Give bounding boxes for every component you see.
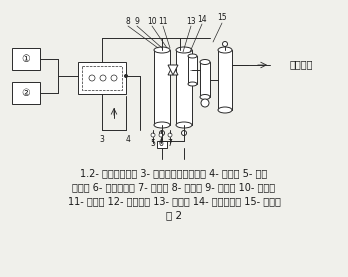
Circle shape [222, 42, 228, 47]
Text: 至用户点: 至用户点 [290, 59, 314, 69]
Text: ①: ① [22, 54, 30, 64]
Circle shape [151, 133, 155, 137]
Circle shape [159, 133, 163, 137]
Bar [218, 50, 232, 110]
Ellipse shape [176, 47, 192, 53]
Bar [12, 82, 40, 104]
Bar [200, 62, 210, 97]
Ellipse shape [154, 122, 170, 128]
Bar [157, 141, 167, 148]
Bar [12, 48, 40, 70]
Circle shape [201, 99, 209, 107]
Circle shape [182, 130, 187, 135]
Circle shape [125, 75, 127, 78]
Ellipse shape [188, 54, 197, 58]
Circle shape [100, 75, 106, 81]
Bar [154, 50, 170, 125]
Ellipse shape [200, 94, 210, 99]
Text: 14: 14 [197, 14, 207, 24]
Ellipse shape [218, 47, 232, 53]
Bar [78, 62, 126, 94]
Circle shape [89, 75, 95, 81]
Text: ②: ② [22, 88, 30, 98]
Bar [188, 56, 197, 84]
Text: 5: 5 [151, 138, 156, 147]
Text: 6: 6 [159, 138, 164, 147]
Ellipse shape [200, 60, 210, 65]
Text: 9: 9 [135, 17, 140, 27]
Text: 11: 11 [158, 17, 168, 27]
Text: 7: 7 [168, 138, 173, 147]
Bar [176, 50, 192, 125]
Bar [82, 66, 122, 90]
Ellipse shape [154, 47, 170, 53]
Text: 10: 10 [147, 17, 157, 27]
Ellipse shape [188, 82, 197, 86]
Ellipse shape [218, 107, 232, 113]
Text: 11- 调节阀 12- 节流孔板 13- 加热器 14- 除尘过滤器 15- 储气罐: 11- 调节阀 12- 节流孔板 13- 加热器 14- 除尘过滤器 15- 储… [68, 196, 280, 206]
Text: 3: 3 [100, 135, 104, 145]
Text: 13: 13 [186, 17, 196, 27]
Text: 过滤器 6- 除油过滤器 7- 切换阀 8- 吸附塔 9- 消音器 10- 止回阀: 过滤器 6- 除油过滤器 7- 切换阀 8- 吸附塔 9- 消音器 10- 止回… [72, 182, 276, 192]
Polygon shape [168, 65, 178, 75]
Text: 8: 8 [126, 17, 130, 27]
Polygon shape [168, 65, 178, 75]
Circle shape [111, 75, 117, 81]
Text: 1.2- 螺杆式空压机 3- 双联除水除油过滤器 4- 冷却器 5- 除水: 1.2- 螺杆式空压机 3- 双联除水除油过滤器 4- 冷却器 5- 除水 [80, 168, 268, 178]
Ellipse shape [176, 122, 192, 128]
Text: 图 2: 图 2 [166, 210, 182, 220]
Text: 15: 15 [217, 14, 227, 22]
Circle shape [168, 133, 172, 137]
Circle shape [159, 130, 165, 135]
Text: 4: 4 [126, 135, 130, 145]
